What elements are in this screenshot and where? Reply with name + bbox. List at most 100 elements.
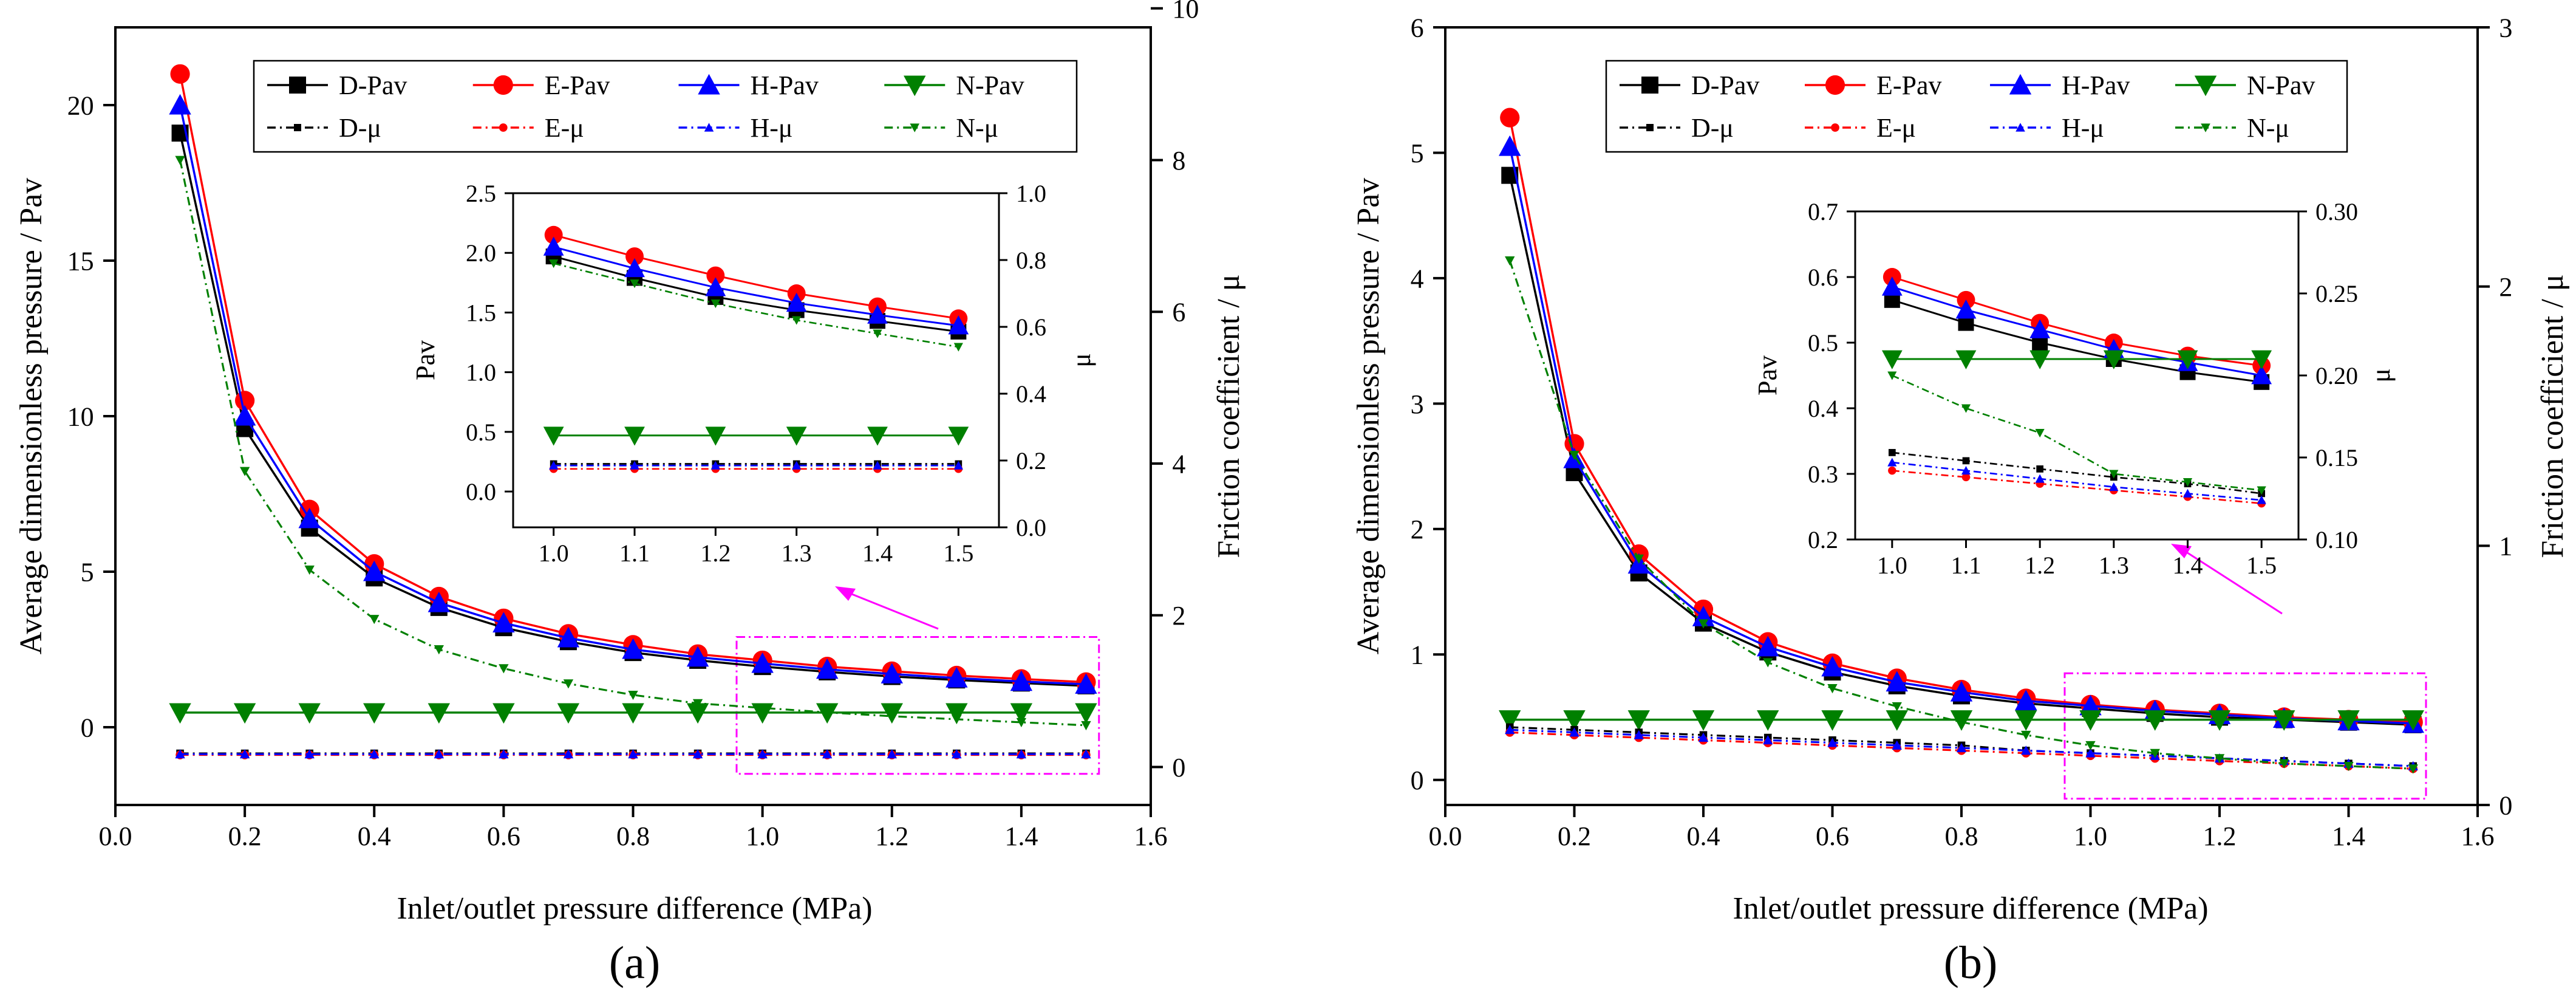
a-point-n-pav (298, 703, 321, 724)
a-point-h-pav (622, 638, 644, 659)
b-zoom-arrow-head (2171, 544, 2192, 558)
a-point-n-pav (233, 703, 256, 724)
a-point-n-mu (887, 711, 897, 722)
a-point-h-mu (304, 749, 315, 759)
b-y-left-tick-label: 3 (1411, 389, 1424, 419)
a-y-left-tick-label: 5 (81, 557, 94, 587)
a-x-axis-label: Inlet/outlet pressure difference (MPa) (397, 891, 872, 926)
a-inset-point-n-mu (873, 329, 882, 338)
b-inset-point-h-mu (2182, 488, 2193, 498)
a-legend-marker-h-pav (698, 74, 720, 95)
b-point-h-pav (1950, 680, 1973, 702)
b-point-n-pav (2337, 710, 2360, 731)
a-inset-x-tick-label: 1.5 (943, 539, 973, 567)
a-inset-y-left-tick-label: 2.5 (466, 180, 496, 207)
b-y-left-tick-label: 5 (1411, 139, 1424, 168)
b-inset-point-n-mu (2109, 470, 2119, 479)
a-x-tick-label: 0.4 (358, 821, 391, 851)
a-point-h-mu (499, 749, 509, 759)
b-y-left-tick-label: 6 (1411, 13, 1424, 43)
a-inset-point-h-mu (792, 461, 802, 470)
b-inset-y-left-tick-label: 0.7 (1808, 198, 1838, 225)
a-legend: D-Pav E-Pav H-Pav N-Pav D-μ E-μ H-μ N-μ (253, 60, 1078, 153)
a-point-h-mu (952, 749, 962, 759)
a-point-n-pav (946, 703, 968, 724)
a-legend-marker-e-mu (499, 123, 508, 132)
a-inset-point-e-pav (544, 225, 563, 244)
a-legend-label-h-pav: H-Pav (751, 70, 819, 100)
b-inset-series-line-e-pav (1892, 276, 2262, 367)
a-point-n-mu (175, 156, 185, 165)
a-point-n-mu (692, 699, 703, 708)
a-inset-point-n-pav (786, 426, 807, 446)
b-point-n-mu (1956, 717, 1967, 727)
a-inset-y-right-tick-label: 0.2 (1016, 447, 1046, 474)
b-inset-point-n-pav (2251, 350, 2272, 369)
b-point-n-mu (1892, 702, 1902, 712)
b-inset-y-right-tick-label: 0.30 (2315, 198, 2358, 225)
b-inset-point-n-pav (1881, 350, 1903, 369)
a-inset-x-tick-label: 1.1 (619, 539, 650, 567)
b-point-h-mu (1827, 738, 1838, 747)
a-point-h-pav (1075, 673, 1097, 694)
b-point-n-mu (2343, 762, 2354, 772)
b-legend-marker-e-pav (1825, 75, 1845, 95)
b-point-e-pav (1500, 108, 1520, 128)
a-inset-point-n-pav (948, 426, 969, 446)
a-legend-label-d-mu: D-μ (339, 113, 381, 143)
a-legend-label-e-pav: E-Pav (545, 70, 610, 100)
b-point-h-pav (1821, 656, 1844, 677)
b-point-h-mu (1505, 725, 1515, 735)
b-x-tick-label: 1.2 (2203, 821, 2237, 851)
b-inset-y-left-tick-label: 0.2 (1808, 526, 1838, 553)
a-inset-point-h-mu (873, 461, 882, 470)
a-inset-point-h-mu (630, 461, 639, 470)
b-point-n-pav (1692, 710, 1715, 731)
b-y-right-tick-label: 1 (2499, 532, 2512, 561)
b-inset-point-n-pav (1955, 350, 1977, 369)
b-inset-series-line-d-pav (1892, 299, 2262, 383)
b-inset-series-line-e-mu (1892, 470, 2262, 504)
a-inset-series-line-h-pav (553, 245, 959, 327)
a-y-left-axis-label: Average dimensionless pressure / Pav (14, 178, 49, 655)
a-inset-point-n-mu (630, 279, 639, 289)
b-inset-point-h-mu (2109, 482, 2119, 491)
b-inset-point-n-mu (2182, 478, 2193, 487)
b-x-tick-label: 0.0 (1429, 821, 1462, 851)
a-x-tick-label: 1.4 (1004, 821, 1038, 851)
b-y-left-tick-label: 1 (1411, 640, 1424, 670)
a-inset-point-n-pav (867, 426, 888, 446)
b-inset-series-line-n-mu (1892, 374, 2262, 491)
a-inset-point-n-mu (549, 259, 559, 269)
b-inset-y-left-tick-label: 0.4 (1808, 395, 1838, 422)
a-point-n-mu (434, 645, 445, 655)
a-point-n-mu (369, 615, 380, 625)
a-point-e-pav (170, 64, 190, 84)
b-inset-y-left-tick-label: 0.3 (1808, 461, 1838, 488)
b-inset-point-n-mu (2257, 486, 2266, 495)
b-legend-label-e-pav: E-Pav (1876, 70, 1942, 100)
b-point-h-mu (1698, 732, 1709, 742)
a-point-h-pav (816, 658, 839, 679)
a-inset-point-e-pav (706, 266, 725, 285)
b-point-n-pav (1886, 710, 1908, 731)
b-x-tick-label: 0.2 (1558, 821, 1591, 851)
b-point-n-pav (1821, 710, 1844, 731)
b-x-tick-label: 1.4 (2332, 821, 2365, 851)
b-inset-point-h-mu (1961, 465, 1971, 475)
a-legend-marker-h-mu (704, 123, 714, 132)
a-inset-point-h-mu (710, 461, 720, 470)
a-inset-point-n-mu (953, 343, 963, 352)
b-point-n-mu (1827, 684, 1838, 694)
a-point-h-mu (1016, 749, 1027, 759)
a-x-tick-label: 0.6 (487, 821, 520, 851)
b-point-n-mu (2279, 759, 2289, 769)
a-point-h-mu (434, 749, 445, 759)
a-inset-x-tick-label: 1.3 (782, 539, 812, 567)
a-point-h-mu (757, 749, 768, 759)
b-point-h-pav (1499, 135, 1521, 156)
b-x-tick-label: 0.8 (1945, 821, 1978, 851)
a-x-tick-label: 0.8 (616, 821, 650, 851)
a-inset-y-right-tick-label: 1.0 (1016, 180, 1046, 207)
b-panel-label: (b) (1944, 937, 1998, 988)
